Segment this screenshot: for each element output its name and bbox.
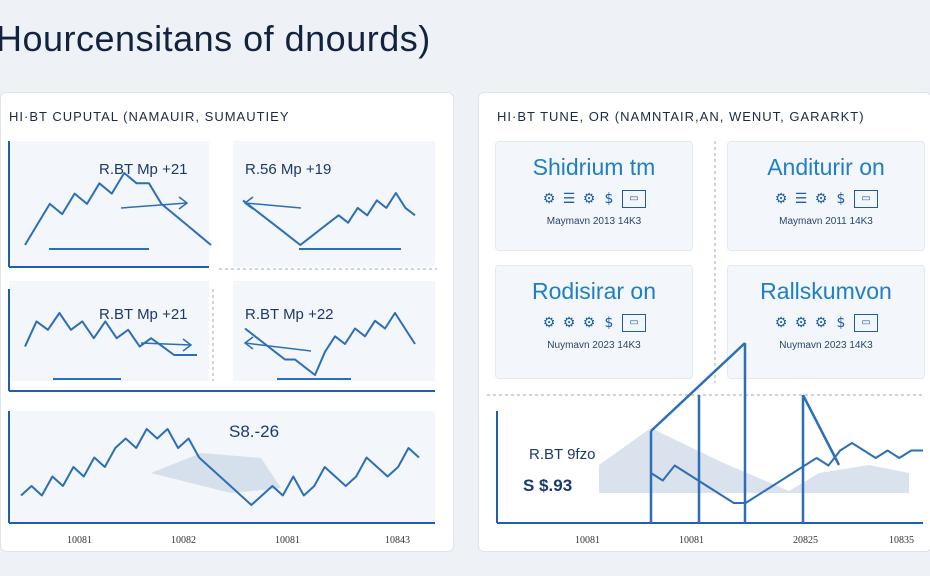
menu-icon: ☰	[562, 191, 576, 207]
card-subtitle: Maymavn 2011 14K3	[779, 216, 873, 227]
metric-card-3: Rodisirar on ⚙ ⚙ ⚙ $ ▭ Nuymavn 2023 14K3	[495, 265, 693, 379]
annotation-tl1: R.BT Mp +21	[99, 161, 188, 178]
right-chart-svg: R.BT 9fzo S $.93 10081 10081 20825 10835	[487, 141, 923, 546]
x-tick-label: 20825	[793, 535, 818, 546]
arrow-tl1	[120, 202, 188, 209]
gear-icon: ⚙	[542, 191, 556, 207]
card-icon: ▭	[622, 314, 646, 332]
annotation-ml1: R.BT Mp +21	[99, 306, 188, 323]
x-tick-label: 10082	[171, 535, 196, 546]
card-icon: ▭	[854, 314, 878, 332]
gear-icon: ⚙	[794, 315, 808, 331]
card-subtitle: Nuymavn 2023 14K3	[779, 340, 873, 351]
gear-icon: ⚙	[814, 315, 828, 331]
right-chart-panel: HI·BT TUNE, OR (NAMNTAIR,AN, WENUT, GARA…	[478, 92, 930, 552]
gear-icon: ⚙	[814, 191, 828, 207]
dollar-icon: $	[604, 191, 614, 207]
metric-card-1: Shidrium tm ⚙ ☰ ⚙ $ ▭ Maymavn 2013 14K3	[495, 141, 693, 251]
connector-line-1	[650, 342, 746, 432]
right-panel-heading: HI·BT TUNE, OR (NAMNTAIR,AN, WENUT, GARA…	[497, 109, 865, 124]
connector-line-2	[801, 394, 841, 466]
series-line-mid-left-2	[244, 312, 416, 376]
dollar-icon: $	[604, 315, 614, 331]
card-title: Anditurir on	[767, 154, 885, 180]
card-icon-row: ⚙ ⚙ ⚙ $ ▭	[496, 314, 692, 332]
series-line-top-left-1	[24, 172, 212, 246]
arrow-tl2	[244, 202, 302, 209]
series-line-bottom-right	[650, 442, 923, 504]
x-tick-label: 10843	[385, 535, 410, 546]
card-title: Shidrium tm	[532, 154, 656, 180]
annotation-right-2: S $.93	[523, 476, 572, 495]
left-panel-heading: HI·BT CUPUTAL (NAMAUIR, SUMAUTIEY	[9, 109, 290, 124]
card-title: Rodisirar on	[532, 278, 656, 304]
left-charts-svg: R.BT Mp +21 R.56 Mp +19 R.BT Mp +21 R.BT…	[8, 141, 437, 546]
card-subtitle: Nuymavn 2023 14K3	[547, 340, 641, 351]
gear-icon: ⚙	[774, 191, 788, 207]
dollar-icon: $	[836, 191, 846, 207]
chart-box-tl2	[233, 141, 435, 267]
gear-icon: ⚙	[562, 315, 576, 331]
card-icon: ▭	[622, 190, 646, 208]
arrowhead-ml1	[182, 338, 193, 352]
gear-icon: ⚙	[542, 315, 556, 331]
gear-icon: ⚙	[774, 315, 788, 331]
series-line-top-left-2	[242, 192, 416, 246]
x-tick-label: 10081	[275, 535, 300, 546]
card-icon-row: ⚙ ⚙ ⚙ $ ▭	[728, 314, 924, 332]
metric-card-4: Rallskumvon ⚙ ⚙ ⚙ $ ▭ Nuymavn 2023 14K3	[727, 265, 925, 379]
arrowhead-tl1	[178, 196, 189, 210]
card-title: Rallskumvon	[760, 278, 892, 304]
gear-icon: ⚙	[582, 191, 596, 207]
metric-card-2: Anditurir on ⚙ ☰ ⚙ $ ▭ Maymavn 2011 14K3	[727, 141, 925, 251]
x-tick-label: 10081	[67, 535, 92, 546]
annotation-right-1: R.BT 9fzo	[529, 446, 595, 463]
area-bottom-right	[599, 428, 909, 493]
x-tick-label: 10081	[575, 535, 600, 546]
left-chart-panel: HI·BT CUPUTAL (NAMAUIR, SUMAUTIEY	[0, 92, 454, 552]
arrow-ml1	[140, 342, 192, 346]
card-icon: ▭	[854, 190, 878, 208]
dollar-icon: $	[836, 315, 846, 331]
series-line-mid-left-1	[24, 312, 197, 356]
annotation-tl2: R.56 Mp +19	[245, 161, 331, 178]
menu-icon: ☰	[794, 191, 808, 207]
gear-icon: ⚙	[582, 315, 596, 331]
x-tick-label: 10835	[889, 535, 914, 546]
page-title: Hourcensitans of dnourds)	[0, 18, 431, 59]
arrowhead-ml2	[243, 336, 254, 350]
chart-box-ml1	[9, 281, 209, 381]
x-tick-label: 10081	[679, 535, 704, 546]
annotation-ml2: R.BT Mp +22	[245, 306, 334, 323]
series-line-bottom-left	[20, 428, 420, 506]
chart-box-ml2	[233, 281, 435, 381]
card-icon-row: ⚙ ☰ ⚙ $ ▭	[496, 190, 692, 208]
card-icon-row: ⚙ ☰ ⚙ $ ▭	[728, 190, 924, 208]
arrow-ml2	[244, 342, 312, 352]
annotation-bottom: S8.-26	[229, 422, 279, 441]
card-subtitle: Maymavn 2013 14K3	[546, 216, 642, 227]
